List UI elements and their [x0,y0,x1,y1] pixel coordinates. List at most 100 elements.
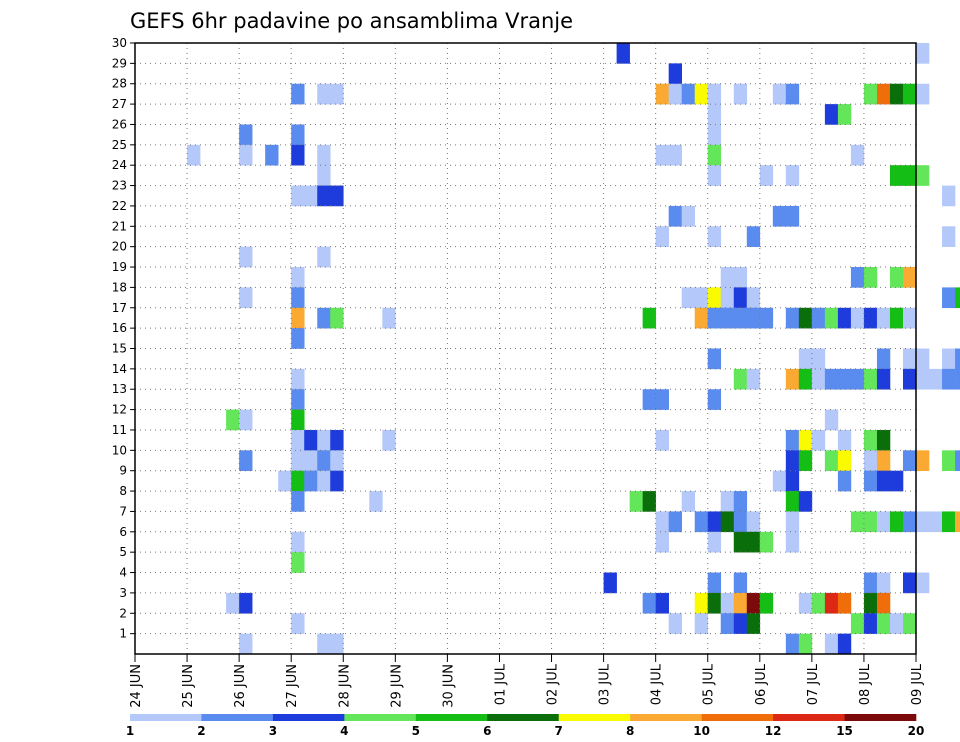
precip-cell [668,205,682,227]
precip-cell [811,307,826,329]
precip-cell [239,246,253,268]
precip-cell [681,83,696,105]
precip-cell [291,287,305,309]
y-tick-label: 23 [112,179,127,193]
precip-cell [707,83,722,105]
legend-swatch [130,714,202,721]
precip-cell [863,572,878,594]
precip-cell [642,389,656,410]
precip-cell [694,307,709,329]
precip-cell [681,287,696,309]
precip-cell [642,307,656,329]
precip-cell [785,531,800,553]
precip-cell [876,307,891,329]
precip-cell [317,429,331,451]
legend-label: 15 [836,724,853,738]
precip-cell [291,552,305,573]
precip-cell [863,592,878,614]
precip-cell [876,348,891,370]
y-tick-label: 5 [119,545,127,559]
precip-cell [720,592,735,614]
x-tick-label: 05 JUL [702,663,717,705]
precip-cell [720,267,735,288]
precip-cell [317,185,331,207]
precip-cell [942,287,956,309]
y-tick-label: 17 [112,301,127,315]
precip-cell [772,83,787,105]
precip-cell [863,470,878,492]
y-tick-label: 29 [112,56,127,70]
precip-cell [733,531,748,553]
legend-swatch [630,714,702,721]
precip-cell [382,429,396,451]
x-tick-label: 27 JUN [285,664,300,708]
legend-label: 2 [197,724,205,738]
precip-cell [746,368,761,390]
x-tick-label: 04 JUL [650,663,665,705]
precip-cell [759,165,774,186]
precip-cell [304,429,318,451]
color-legend: 1 2 3 4 5 6 7 8 10 12 15 20 [126,714,924,738]
precip-cell [265,144,279,166]
precip-cell [655,429,669,451]
x-tick-label: 07 JUL [806,663,821,705]
precip-cell [655,511,669,533]
y-tick-label: 24 [112,158,127,172]
y-tick-label: 14 [112,362,127,376]
precip-cell [772,205,787,227]
precip-cell [811,592,826,614]
precip-cell [707,348,722,370]
precip-cell [785,165,800,186]
precip-cell [733,287,748,309]
precip-cell [733,572,748,594]
precip-cell [733,307,748,329]
legend-swatch [558,714,631,721]
precip-cell [902,165,917,186]
precip-cell [239,144,253,166]
precip-cell [824,450,839,471]
x-tick-label: 26 JUN [233,664,248,708]
legend-label: 12 [765,724,782,738]
y-tick-label: 12 [112,403,127,417]
precip-cell [902,613,917,634]
y-tick-label: 2 [119,606,127,620]
x-tick-label: 25 JUN [181,664,196,708]
precip-cell [902,572,917,594]
precip-cell [707,307,722,329]
precip-cell [876,572,891,594]
precip-cell [902,83,917,105]
precip-cell [239,124,253,146]
precip-cell [291,185,305,207]
precip-cell [785,470,800,492]
legend-label: 1 [126,724,134,738]
precip-cell [707,165,722,186]
precip-cell [382,307,396,329]
precip-cell [798,429,813,451]
precip-cell [824,592,839,614]
y-tick-label: 18 [112,280,127,294]
precip-cell [616,43,630,64]
precip-cell [733,491,748,512]
precipitation-cells [187,43,960,655]
precip-cell [955,287,960,309]
precip-cell [746,511,761,533]
precip-cell [291,83,305,105]
precip-cell [889,165,904,186]
precip-cell [668,83,682,105]
precip-cell [655,592,669,614]
legend-label: 3 [269,724,277,738]
precip-cell [668,63,682,85]
precip-cell [889,613,904,634]
precip-cell [942,368,956,390]
y-tick-label: 19 [112,260,127,274]
precip-cell [942,185,956,207]
precip-cell [629,491,643,512]
x-tick-label: 08 JUL [858,663,873,705]
precip-cell [863,83,878,105]
precip-cell [889,267,904,288]
precip-cell [291,429,305,451]
x-tick-label: 03 JUL [598,663,613,705]
precip-cell [942,511,956,533]
precip-cell [785,511,800,533]
y-tick-label: 30 [112,36,127,50]
